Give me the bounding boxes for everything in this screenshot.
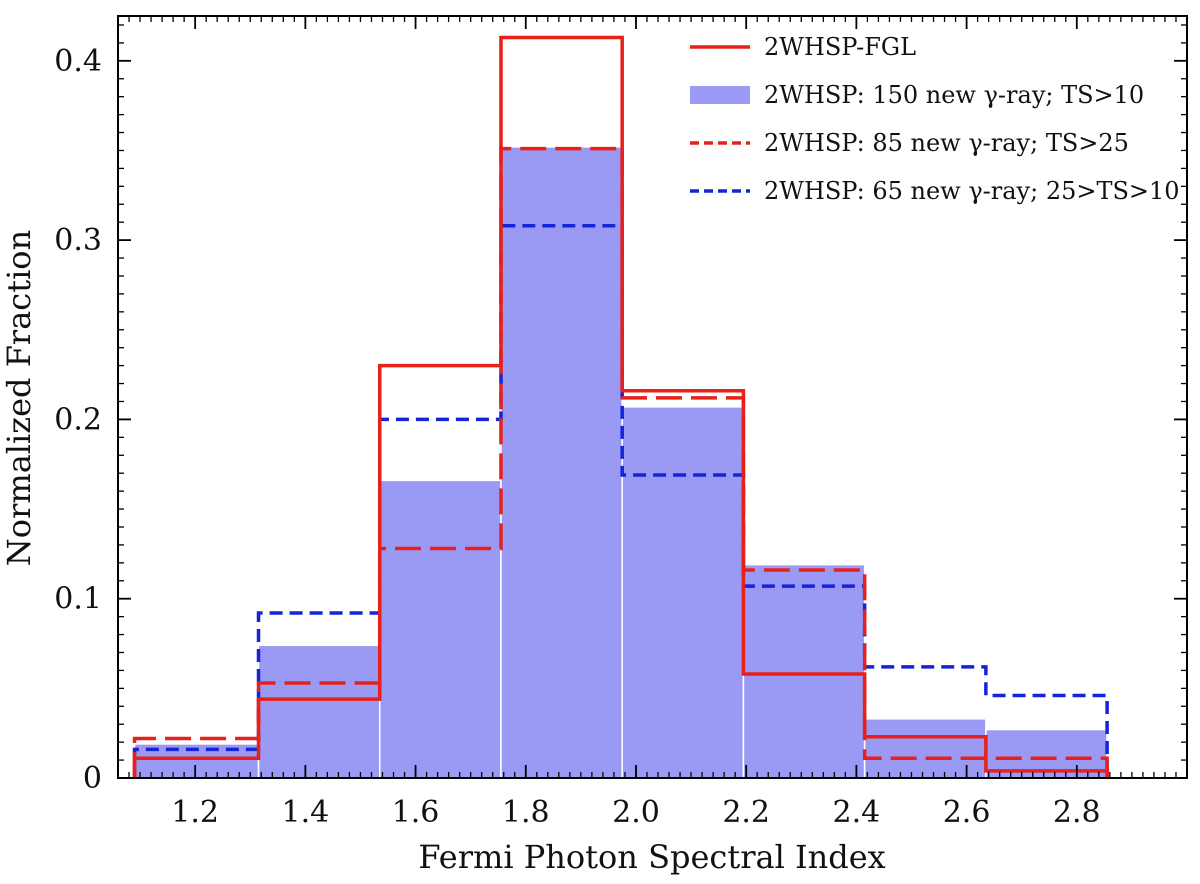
bar-series1-bin3	[500, 146, 623, 779]
bar-series1-bin4	[621, 406, 745, 779]
y-tick-label: 0	[83, 761, 102, 796]
bar-series1-bin5	[742, 563, 866, 779]
x-tick-label: 2.0	[612, 795, 660, 830]
legend-label-3: 2WHSP: 65 new γ-ray; 25>TS>10	[764, 177, 1180, 205]
tick-labels: 1.2 1.4 1.6 1.8 2.0 2.2 2.4 2.6 2.8 0 0.1 0.2 0.3 0.4	[54, 44, 1100, 830]
x-axis-title: Fermi Photon Spectral Index	[418, 838, 885, 876]
bar-series1-bin2	[378, 479, 502, 779]
y-axis-title: Normalized Fraction	[0, 230, 38, 566]
step-line-series0	[132, 35, 1109, 778]
x-tick-label: 2.4	[833, 795, 881, 830]
plot-frame	[117, 15, 1188, 779]
legend-label-0: 2WHSP-FGL	[764, 33, 916, 61]
axes	[117, 15, 1188, 779]
legend-label-2: 2WHSP: 85 new γ-ray; TS>25	[764, 129, 1129, 157]
legend-swatch-1	[690, 86, 750, 104]
x-tick-label: 1.4	[281, 795, 329, 830]
x-tick-label: 2.2	[722, 795, 770, 830]
legend: 2WHSP-FGL 2WHSP: 150 new γ-ray; TS>10 2WHS…	[690, 33, 1180, 205]
x-tick-label: 2.8	[1053, 795, 1101, 830]
x-tick-label: 2.6	[943, 795, 991, 830]
y-tick-label: 0.2	[54, 402, 102, 437]
legend-label-1: 2WHSP: 150 new γ-ray; TS>10	[764, 81, 1144, 109]
x-tick-label: 1.8	[502, 795, 550, 830]
x-tick-label: 1.6	[392, 795, 440, 830]
bar-series1-bin6	[863, 718, 987, 779]
step-lines	[132, 35, 1109, 778]
bar-series1-bin1	[257, 644, 381, 779]
filled-bars	[133, 146, 1108, 779]
y-tick-label: 0.3	[54, 223, 102, 258]
x-tick-label: 1.2	[171, 795, 219, 830]
y-tick-label: 0.1	[54, 582, 102, 617]
y-tick-label: 0.4	[54, 44, 102, 79]
